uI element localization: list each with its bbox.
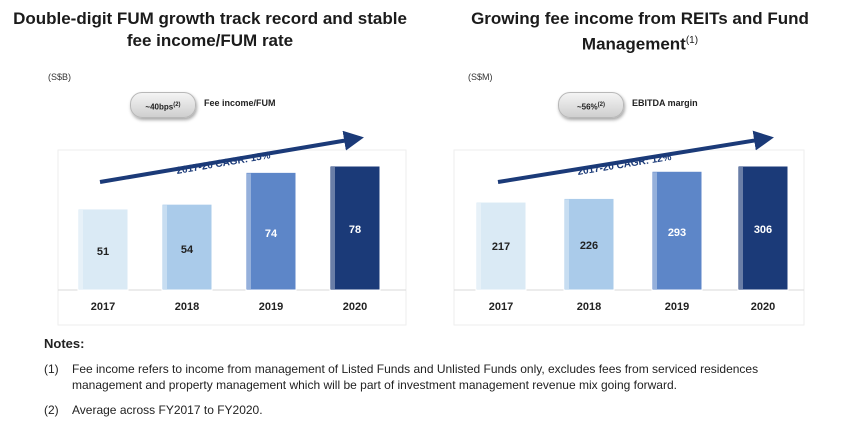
x-tick-label: 2017 bbox=[489, 301, 513, 313]
fee-income-bar-chart: 2017-20 CAGR: 12%21720172262018293201930… bbox=[453, 130, 805, 326]
badge-value: ~40bps bbox=[145, 102, 174, 112]
x-tick-label: 2018 bbox=[577, 301, 601, 313]
bar-2020 bbox=[329, 165, 381, 291]
value-label: 74 bbox=[265, 228, 278, 240]
x-tick-label: 2017 bbox=[91, 301, 115, 313]
bar-highlight bbox=[163, 205, 167, 289]
fee-income-chart-panel: Growing fee income from REITs and Fund M… bbox=[430, 0, 850, 330]
x-tick-label: 2019 bbox=[259, 301, 283, 313]
bar-highlight bbox=[331, 167, 335, 289]
note-text: Average across FY2017 to FY2020. bbox=[72, 403, 263, 417]
bar-2017 bbox=[77, 208, 129, 291]
unit-label: (S$M) bbox=[468, 72, 493, 82]
value-label: 54 bbox=[181, 244, 194, 256]
notes-title: Notes: bbox=[44, 336, 85, 351]
x-tick-label: 2020 bbox=[751, 301, 775, 313]
note-marker: (2) bbox=[44, 403, 59, 417]
fee-income-badge: ~40bps(2) bbox=[130, 92, 196, 118]
cagr-arrow bbox=[99, 130, 364, 184]
chart-title-text: Growing fee income from REITs and Fund M… bbox=[471, 9, 809, 54]
bar-highlight bbox=[79, 209, 83, 289]
bar-2020 bbox=[737, 165, 789, 291]
value-label: 293 bbox=[668, 227, 686, 239]
bar-highlight bbox=[565, 199, 569, 289]
chart-frame bbox=[453, 149, 805, 326]
bar-2018 bbox=[161, 203, 213, 291]
badge-value: ~56% bbox=[576, 102, 598, 112]
note-marker: (1) bbox=[44, 362, 59, 376]
bar-2018 bbox=[563, 197, 615, 291]
bar-highlight bbox=[739, 167, 743, 289]
note-item: (2) Average across FY2017 to FY2020. bbox=[44, 402, 824, 418]
note-item: (1) Fee income refers to income from man… bbox=[44, 361, 824, 393]
ebitda-margin-badge: ~56%(2) bbox=[558, 92, 624, 118]
chart-title-text: Double-digit FUM growth track record and… bbox=[13, 9, 407, 50]
unit-label: (S$B) bbox=[48, 72, 72, 82]
value-label: 306 bbox=[754, 224, 772, 236]
fum-bar-chart: 2017-20 CAGR: 15%51201754201874201978202… bbox=[57, 130, 407, 326]
note-text: Fee income refers to income from managem… bbox=[72, 362, 759, 392]
fum-chart-panel: Double-digit FUM growth track record and… bbox=[0, 0, 420, 330]
notes-section: Notes: (1) Fee income refers to income f… bbox=[44, 336, 824, 427]
bar-2017 bbox=[475, 201, 527, 291]
x-tick-label: 2020 bbox=[343, 301, 367, 313]
badge-label: EBITDA margin bbox=[632, 98, 698, 108]
bar-highlight bbox=[247, 173, 251, 289]
badge-label: Fee income/FUM bbox=[204, 98, 276, 108]
value-label: 51 bbox=[97, 246, 109, 258]
chart-title: Growing fee income from REITs and Fund M… bbox=[430, 8, 850, 56]
badge-footnote: (2) bbox=[597, 102, 606, 108]
bar-2019 bbox=[245, 171, 297, 291]
bar-highlight bbox=[653, 172, 657, 289]
value-label: 226 bbox=[580, 240, 598, 252]
bar-highlight bbox=[477, 203, 481, 289]
badge-footnote: (2) bbox=[173, 102, 181, 108]
title-footnote: (1) bbox=[685, 35, 699, 46]
x-tick-label: 2019 bbox=[665, 301, 689, 313]
cagr-arrow bbox=[497, 130, 774, 184]
chart-title: Double-digit FUM growth track record and… bbox=[0, 8, 420, 52]
bar-2019 bbox=[651, 170, 703, 291]
x-tick-label: 2018 bbox=[175, 301, 199, 313]
value-label: 217 bbox=[492, 241, 510, 253]
value-label: 78 bbox=[349, 224, 361, 236]
chart-frame bbox=[57, 149, 407, 326]
